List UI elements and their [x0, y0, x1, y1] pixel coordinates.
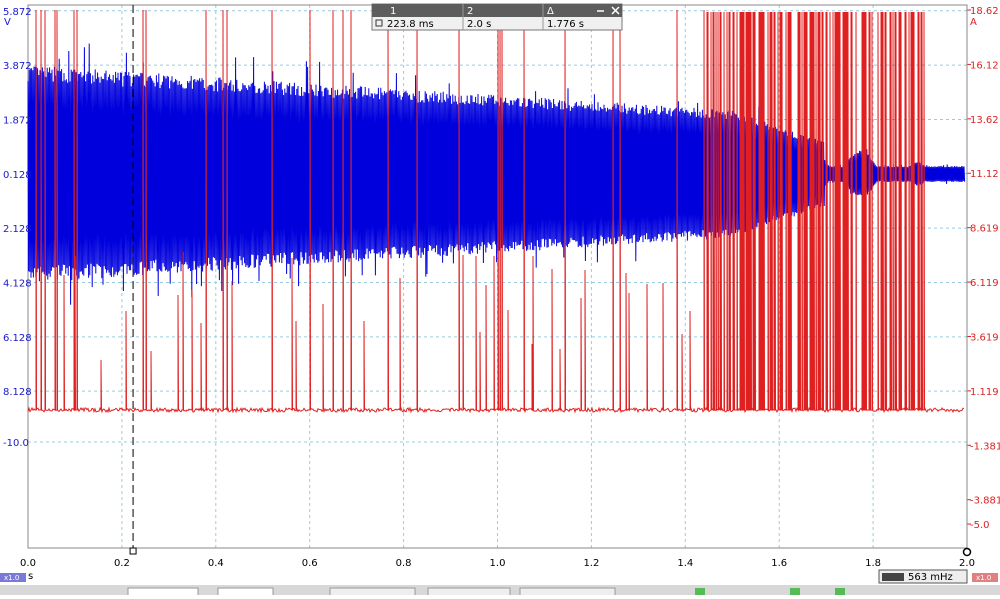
x-tick-label: 1.4	[677, 558, 693, 569]
x-unit: s	[28, 571, 33, 582]
header-1: 1	[390, 6, 396, 17]
toolbar-button[interactable]	[695, 588, 705, 596]
row-icon	[375, 19, 383, 27]
left-badge: x1.0	[4, 574, 19, 582]
left-tick-label: 3.872	[3, 61, 32, 72]
header-2: 2	[467, 6, 473, 17]
left-tick-label: 4.128	[3, 278, 32, 289]
right-tick-label: 16.12	[970, 60, 999, 71]
left-tick-label: -10.0	[3, 438, 29, 449]
cursor-handle	[129, 547, 137, 555]
toolbar-field[interactable]	[427, 587, 511, 597]
badge	[0, 573, 26, 582]
x-tick-label: 0.4	[208, 558, 224, 569]
left-unit: V	[4, 17, 11, 28]
right-tick-label: 18.62	[970, 6, 999, 17]
x-tick-label: 1.8	[865, 558, 881, 569]
left-tick-label: 6.128	[3, 333, 32, 344]
header-delta: Δ	[547, 6, 554, 17]
freq-icon	[882, 573, 904, 581]
panel-buttons[interactable]	[597, 6, 620, 15]
right-tick-label: 11.12	[970, 169, 999, 180]
right-tick-label: -5.0	[970, 520, 990, 531]
toolbar-field[interactable]	[329, 587, 416, 597]
channel-a-trace	[27, 43, 966, 305]
x-tick-label: 1.2	[583, 558, 599, 569]
x-tick-label: 0.6	[302, 558, 318, 569]
x-tick-label: 1.0	[490, 558, 506, 569]
toolbar-button[interactable]	[790, 588, 800, 596]
left-tick-label: 1.872	[3, 115, 32, 126]
right-badge: x1.0	[976, 574, 991, 582]
toolbar-field[interactable]	[217, 587, 274, 597]
frequency: 563 mHz	[908, 572, 953, 583]
right-tick-label: -1.381	[970, 441, 1000, 452]
left-tick-label: 8.128	[3, 387, 32, 398]
channel-b-trace	[27, 9, 965, 414]
value-2: 2.0 s	[467, 19, 491, 30]
measurement-panel[interactable]: 1 2 Δ 223.8 ms 2.0 s 1.776 s	[371, 3, 623, 31]
right-tick-label: 8.619	[970, 224, 999, 235]
right-tick-label: 13.62	[970, 115, 999, 126]
toolbar-button[interactable]	[835, 588, 845, 596]
left-tick-label: 0.128	[3, 170, 32, 181]
left-tick-label: 2.128	[3, 224, 32, 235]
badge	[972, 573, 998, 582]
cursor-handle	[962, 547, 972, 557]
x-tick-label: 0.0	[20, 558, 36, 569]
right-tick-label: 3.619	[970, 332, 999, 343]
toolbar	[0, 585, 1000, 597]
x-tick-label: 2.0	[959, 558, 975, 569]
right-tick-label: 6.119	[970, 278, 999, 289]
right-tick-label: 1.119	[970, 387, 999, 398]
right-tick-label: -3.881	[970, 496, 1000, 507]
waveforms	[27, 5, 972, 557]
frequency-box: 563 mHz	[878, 569, 968, 584]
right-unit: A	[970, 17, 977, 28]
panel-header	[372, 4, 622, 17]
x-tick-label: 0.2	[114, 558, 130, 569]
x-tick-label: 0.8	[396, 558, 412, 569]
value-delta: 1.776 s	[547, 19, 584, 30]
left-tick-label: 5.872	[3, 7, 32, 18]
x-tick-label: 1.6	[771, 558, 787, 569]
axis-labels: 5.872 3.872 1.872 0.128 2.128 4.128 6.128 8.128…	[3, 6, 1000, 569]
toolbar-field[interactable]	[127, 587, 199, 597]
toolbar-field[interactable]	[519, 587, 616, 597]
value-1: 223.8 ms	[387, 19, 434, 30]
